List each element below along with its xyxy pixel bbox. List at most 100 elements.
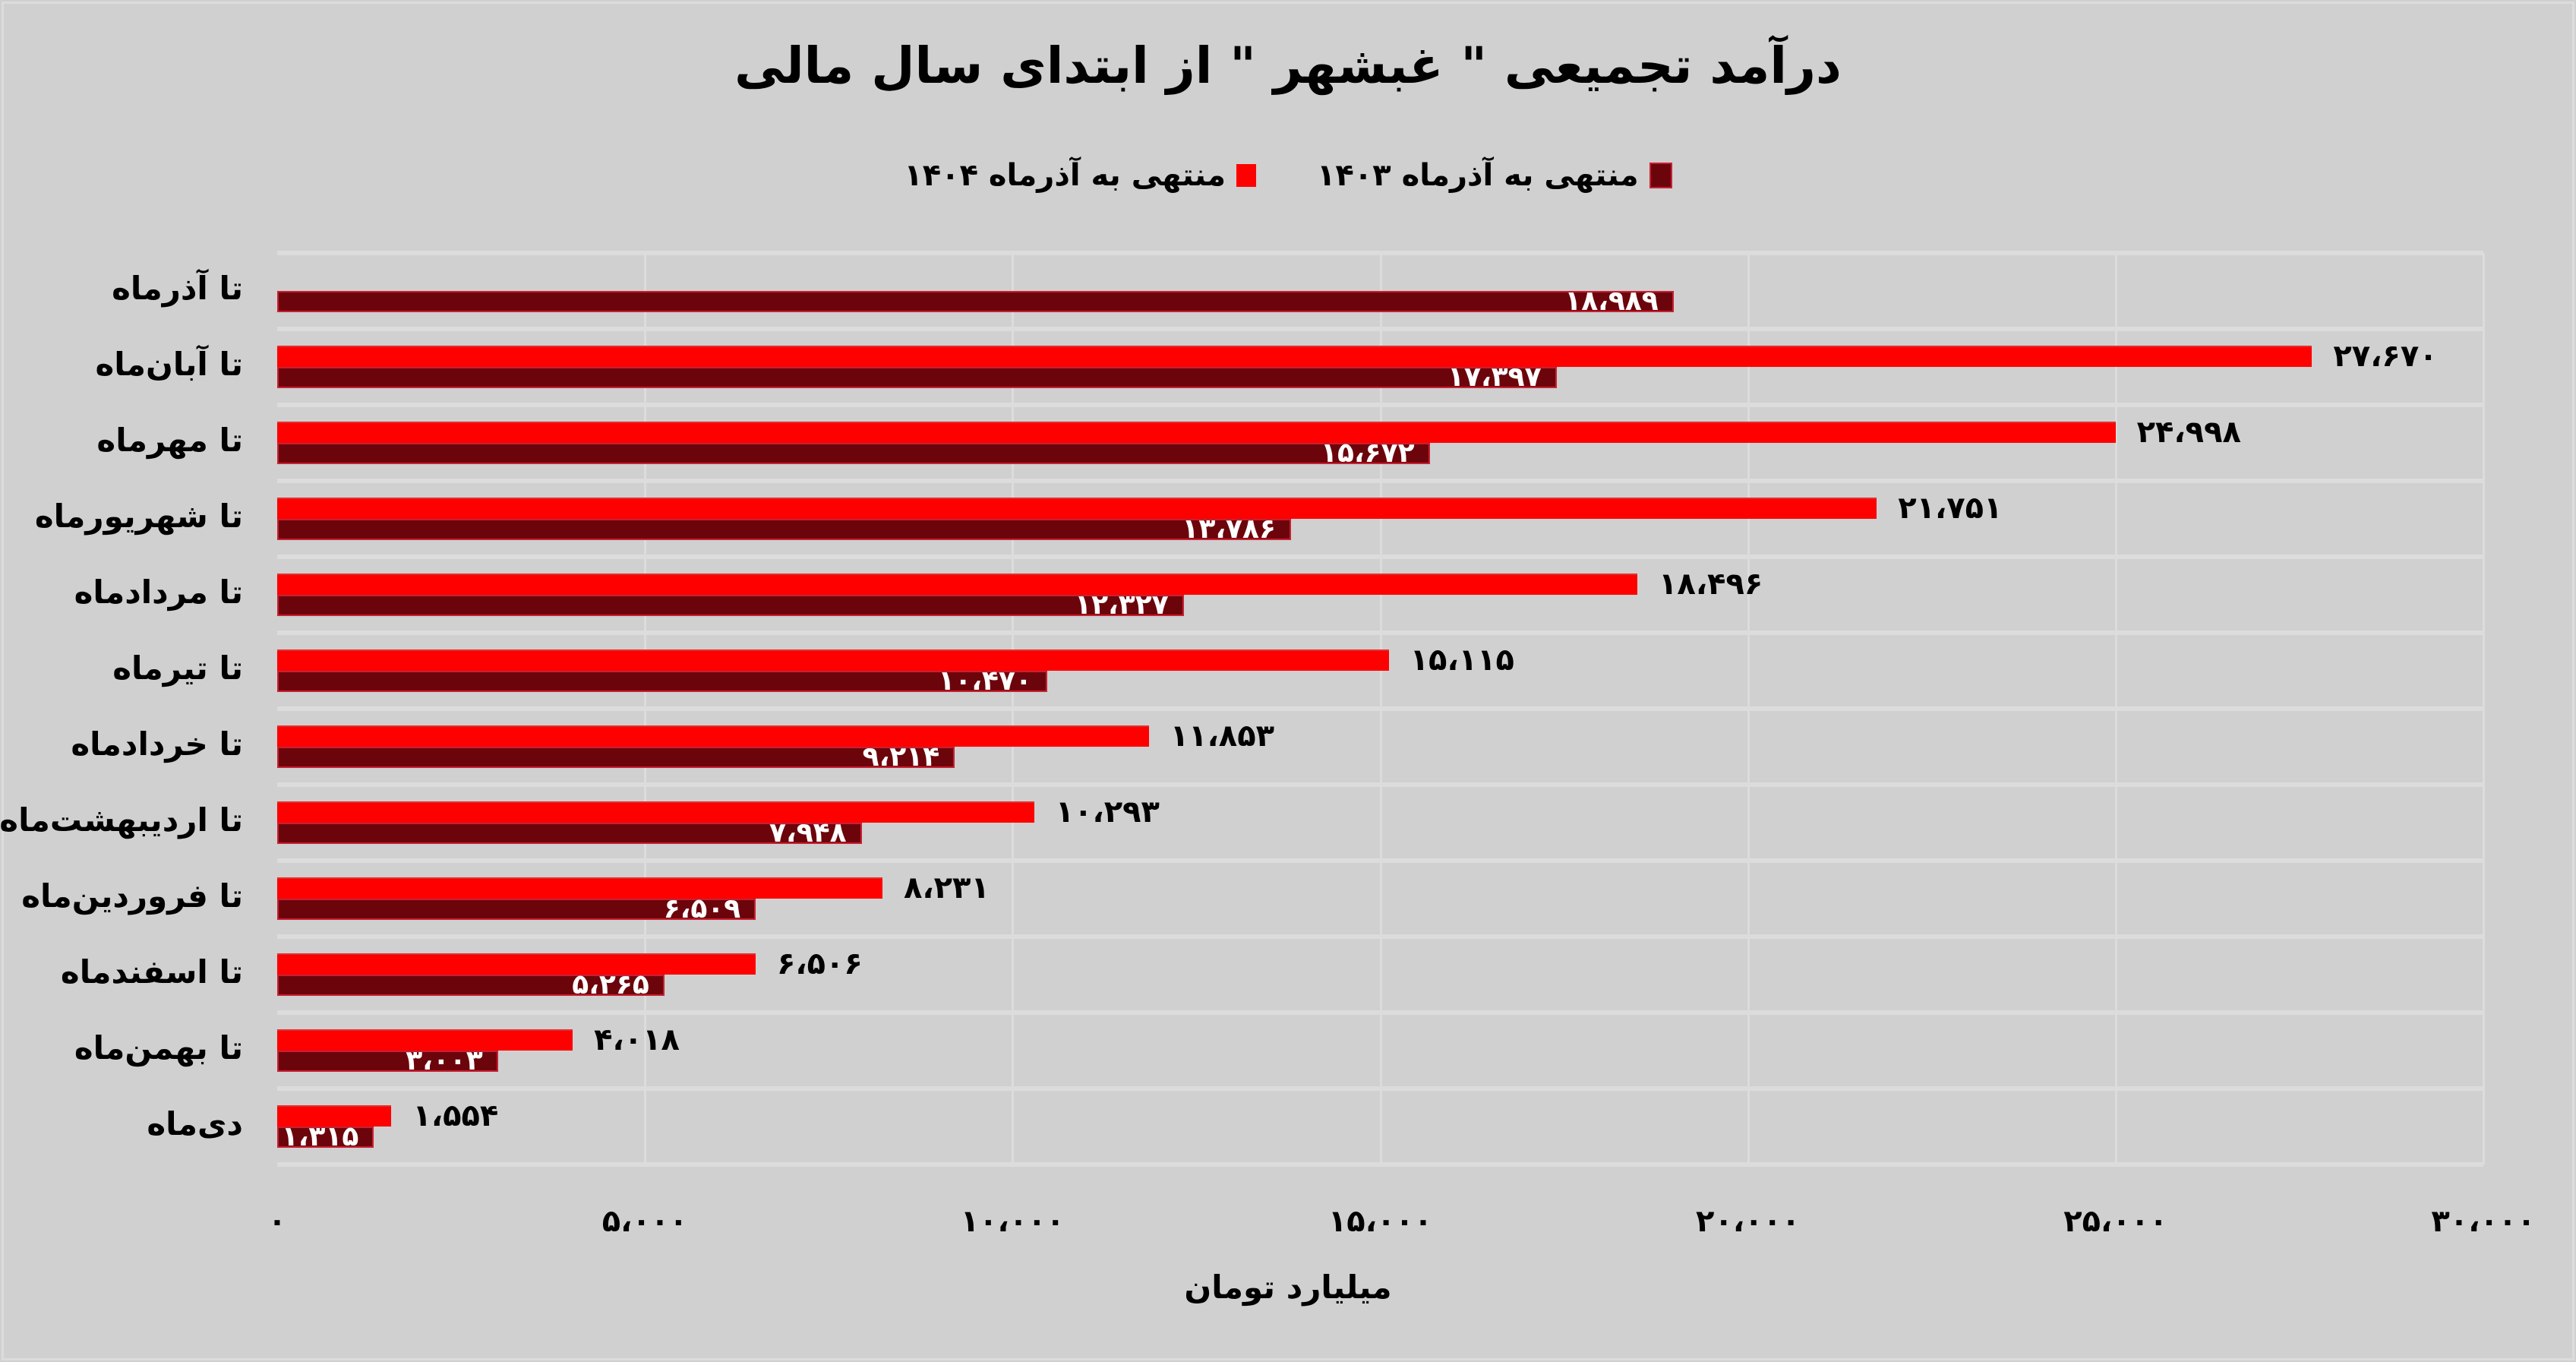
value-label-1403: ۳،۰۰۳ [406, 1045, 483, 1076]
horizontal-gridline [277, 782, 2483, 787]
bar-1404[interactable] [277, 1029, 573, 1051]
x-tick-label: ۵،۰۰۰ [601, 1204, 688, 1239]
x-tick-label: ۲۰،۰۰۰ [1696, 1204, 1801, 1239]
horizontal-gridline [277, 403, 2483, 407]
bar-1404[interactable] [277, 877, 883, 899]
horizontal-gridline [277, 934, 2483, 939]
bar-1404[interactable] [277, 953, 756, 975]
x-tick-label: ۱۵،۰۰۰ [1327, 1204, 1433, 1239]
legend-swatch-1403-icon [1649, 163, 1672, 188]
horizontal-gridline [277, 1086, 2483, 1091]
horizontal-gridline [277, 251, 2483, 255]
vertical-gridline [2483, 253, 2485, 1164]
x-tick-label: ۰ [267, 1204, 287, 1239]
value-label-1403: ۱۸،۹۸۹ [1564, 286, 1659, 317]
bar-1404[interactable] [277, 498, 1877, 519]
bar-row: ۸،۲۳۱ ۶،۵۰۹ [277, 861, 2483, 937]
x-tick-label: ۳۰،۰۰۰ [2431, 1204, 2536, 1239]
category-label: تا شهریورماه [34, 498, 243, 535]
legend-label-1404: منتهی به آذرماه ۱۴۰۴ [904, 158, 1226, 193]
bar-1403[interactable] [277, 595, 1184, 616]
category-label: تا تیرماه [112, 649, 243, 687]
bar-1403[interactable] [277, 823, 862, 844]
category-label: تا آذرماه [112, 270, 243, 307]
bar-1404[interactable] [277, 346, 2312, 367]
bar-1403[interactable] [277, 519, 1291, 540]
value-label-1403: ۱۰،۴۷۰ [938, 665, 1032, 697]
bar-row: ۱۸،۹۸۹ [277, 253, 2483, 329]
value-label-1403: ۱،۳۱۵ [281, 1121, 359, 1152]
horizontal-gridline [277, 630, 2483, 635]
bar-1403[interactable] [277, 899, 756, 920]
horizontal-gridline [277, 1162, 2483, 1167]
bar-1403[interactable] [277, 1051, 498, 1072]
bar-1403[interactable] [277, 1127, 374, 1148]
category-label: تا مردادماه [74, 574, 243, 611]
bar-row: ۱۰،۲۹۳ ۷،۹۴۸ [277, 785, 2483, 861]
bar-1403[interactable] [277, 367, 1557, 388]
plot-area: ۱۸،۹۸۹ ۲۷،۶۷۰ ۱۷،۳۹۷ ۲۴،۹۹۸ ۱۵،۶۷۲ ۲۱،۷۵۱ ۱۳،۷… [277, 251, 2485, 1167]
bar-row: ۲۱،۷۵۱ ۱۳،۷۸۶ [277, 481, 2483, 557]
bar-1403[interactable] [277, 975, 665, 996]
legend-label-1403: منتهی به آذرماه ۱۴۰۳ [1317, 158, 1639, 193]
legend-item-1404[interactable]: منتهی به آذرماه ۱۴۰۴ [904, 158, 1256, 193]
bar-1404[interactable] [277, 1105, 392, 1127]
horizontal-gridline [277, 555, 2483, 559]
legend: منتهی به آذرماه ۱۴۰۳ منتهی به آذرماه ۱۴۰… [0, 158, 2576, 193]
value-label-1404: ۱۸،۴۹۶ [1659, 567, 1763, 602]
bar-row: ۲۴،۹۹۸ ۱۵،۶۷۲ [277, 405, 2483, 481]
category-label: تا خردادماه [71, 725, 243, 763]
category-label: تا آبان‌ماه [95, 346, 243, 383]
category-label: تا فروردین‌ماه [21, 877, 243, 915]
bar-row: ۱۱،۸۵۳ ۹،۲۱۴ [277, 709, 2483, 785]
value-label-1403: ۹،۲۱۴ [862, 741, 940, 773]
legend-item-1403[interactable]: منتهی به آذرماه ۱۴۰۳ [1317, 158, 1672, 193]
value-label-1404: ۱۵،۱۱۵ [1410, 643, 1514, 678]
category-label: تا مهرماه [96, 422, 243, 459]
bar-1404[interactable] [277, 422, 2116, 443]
bar-1404[interactable] [277, 801, 1034, 823]
category-label: دی‌ماه [147, 1105, 243, 1142]
legend-swatch-1404-icon [1236, 164, 1256, 187]
value-label-1404: ۲۷،۶۷۰ [2333, 339, 2438, 374]
horizontal-gridline [277, 327, 2483, 331]
value-label-1404: ۸،۲۳۱ [904, 871, 990, 905]
x-axis-title: میلیارد تومان [1184, 1269, 1392, 1306]
category-label: تا اسفندماه [60, 953, 243, 991]
value-label-1403: ۱۵،۶۷۲ [1321, 438, 1415, 469]
horizontal-gridline [277, 479, 2483, 483]
category-label: تا بهمن‌ماه [74, 1029, 243, 1067]
bar-row: ۴،۰۱۸ ۳،۰۰۳ [277, 1013, 2483, 1089]
value-label-1404: ۲۱،۷۵۱ [1898, 491, 2003, 526]
bar-1403[interactable] [277, 671, 1047, 692]
value-label-1403: ۱۷،۳۹۷ [1447, 362, 1542, 393]
x-tick-label: ۱۰،۰۰۰ [960, 1204, 1065, 1239]
category-label: تا اردیبهشت‌ماه [0, 801, 243, 839]
value-label-1403: ۱۲،۳۲۷ [1075, 589, 1169, 621]
horizontal-gridline [277, 706, 2483, 711]
value-label-1404: ۱۰،۲۹۳ [1055, 795, 1160, 830]
bar-1403[interactable] [277, 443, 1430, 464]
bar-row: ۱۵،۱۱۵ ۱۰،۴۷۰ [277, 633, 2483, 709]
bar-row: ۱،۵۵۴ ۱،۳۱۵ [277, 1089, 2483, 1164]
value-label-1404: ۱۱،۸۵۳ [1170, 719, 1275, 754]
bar-row: ۶،۵۰۶ ۵،۲۶۵ [277, 937, 2483, 1013]
value-label-1403: ۵،۲۶۵ [572, 969, 649, 1000]
value-label-1403: ۱۳،۷۸۶ [1182, 514, 1276, 545]
bar-1404[interactable] [277, 574, 1638, 595]
value-label-1404: ۴،۰۱۸ [594, 1022, 680, 1057]
bar-1403[interactable] [277, 291, 1674, 312]
value-label-1404: ۶،۵۰۶ [776, 946, 863, 981]
bar-row: ۲۷،۶۷۰ ۱۷،۳۹۷ [277, 329, 2483, 405]
horizontal-gridline [277, 1010, 2483, 1015]
x-tick-label: ۲۵،۰۰۰ [2063, 1204, 2168, 1239]
value-label-1404: ۱،۵۵۴ [412, 1098, 499, 1133]
chart-title: درآمد تجمیعی " غبشهر " از ابتدای سال مال… [734, 36, 1842, 95]
bar-row: ۱۸،۴۹۶ ۱۲،۳۲۷ [277, 557, 2483, 633]
bar-1404[interactable] [277, 725, 1149, 747]
value-label-1403: ۷،۹۴۸ [769, 817, 847, 848]
bar-1404[interactable] [277, 649, 1389, 671]
bar-1403[interactable] [277, 747, 955, 768]
value-label-1403: ۶،۵۰۹ [663, 893, 741, 924]
